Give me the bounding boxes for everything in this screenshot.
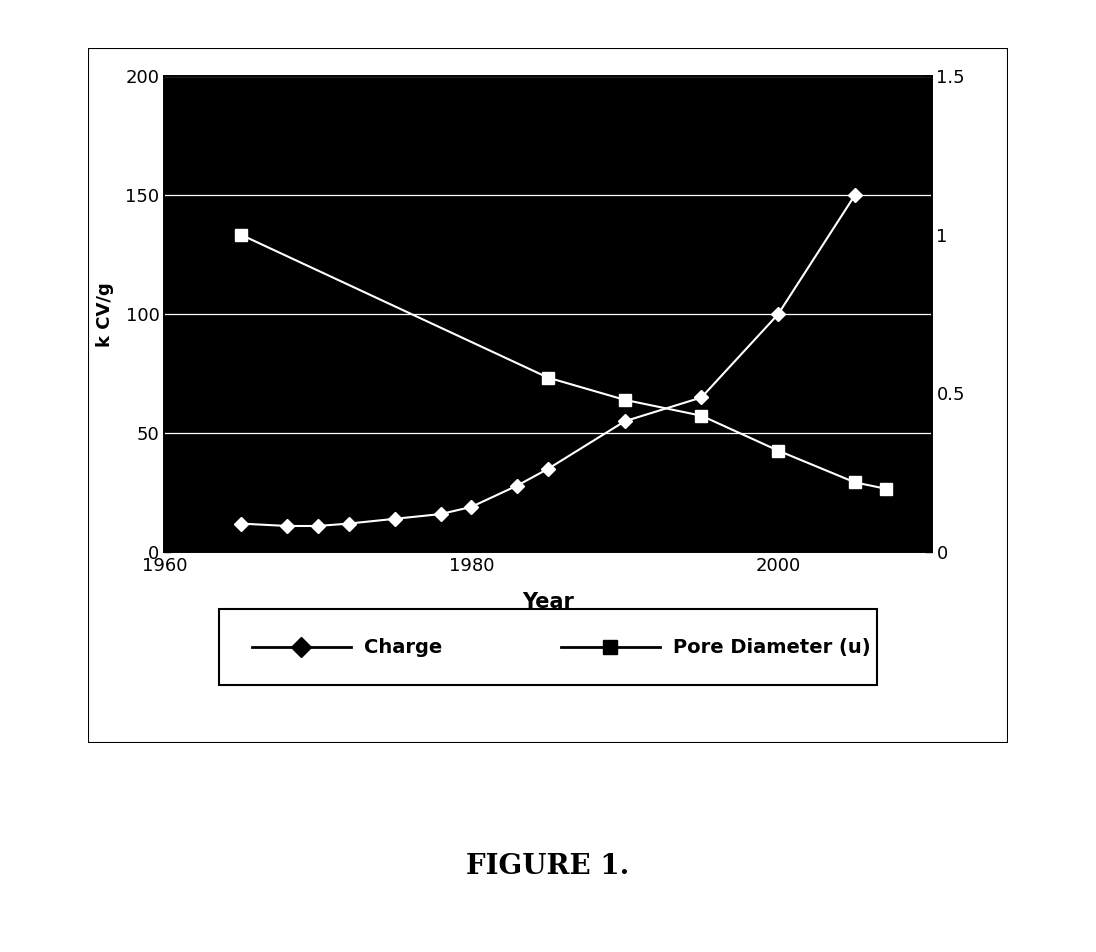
Pore Diameter (u) — [618, 394, 631, 406]
Text: Charge: Charge — [364, 638, 442, 657]
Text: FIGURE 1.: FIGURE 1. — [467, 853, 629, 880]
Charge — [511, 480, 524, 491]
Line: Pore Diameter (u): Pore Diameter (u) — [236, 229, 891, 494]
Charge — [695, 392, 708, 404]
Text: Pore Diameter (u): Pore Diameter (u) — [673, 638, 870, 657]
Y-axis label: k CV/g: k CV/g — [96, 282, 114, 347]
Charge — [434, 508, 447, 520]
Line: Charge: Charge — [237, 190, 859, 531]
Charge — [342, 518, 355, 529]
X-axis label: Year: Year — [522, 592, 574, 612]
Pore Diameter (u) — [235, 229, 248, 241]
Charge — [772, 308, 785, 320]
Pore Diameter (u) — [695, 410, 708, 422]
Charge — [848, 189, 861, 201]
Charge — [235, 518, 248, 529]
Charge — [541, 464, 555, 475]
Charge — [281, 521, 294, 532]
Charge — [465, 502, 478, 513]
Pore Diameter (u) — [541, 372, 555, 384]
Charge — [388, 513, 401, 525]
Charge — [618, 416, 631, 427]
Pore Diameter (u) — [879, 483, 892, 494]
Pore Diameter (u) — [848, 477, 861, 488]
Charge — [311, 521, 324, 532]
Pore Diameter (u) — [772, 445, 785, 456]
